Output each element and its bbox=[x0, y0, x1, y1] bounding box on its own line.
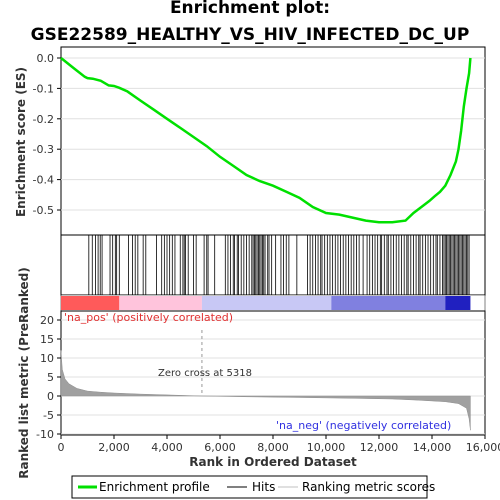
metric-x-ticks: 0 2,000 4,000 6,000 8,000 10,000 12,000 14,000 1… bbox=[58, 435, 500, 454]
x-tick-label: 14,000 bbox=[413, 441, 452, 454]
es-tick-label: -0.2 bbox=[33, 113, 54, 126]
legend-profile-label: Enrichment profile bbox=[99, 480, 210, 494]
rank-color-bar bbox=[60, 294, 486, 312]
hits-panel bbox=[60, 234, 486, 296]
es-gridlines bbox=[61, 57, 485, 211]
pos-correlated-label: 'na_pos' (positively correlated) bbox=[64, 311, 233, 324]
metric-y-ticks: 20 15 10 5 0 -5 -10 bbox=[36, 314, 61, 441]
x-tick-label: 4,000 bbox=[151, 441, 183, 454]
color-bar-segment bbox=[331, 296, 446, 310]
color-bar-segment bbox=[445, 296, 471, 310]
metric-tick-label: -5 bbox=[43, 409, 54, 422]
x-tick-label: 12,000 bbox=[360, 441, 399, 454]
metric-tick-label: 20 bbox=[40, 314, 54, 327]
title-line-2: GSE22589_HEALTHY_VS_HIV_INFECTED_DC_UP bbox=[31, 25, 470, 45]
es-y-ticks: 0.0 -0.1 -0.2 -0.3 -0.4 -0.5 bbox=[33, 52, 61, 217]
es-tick-label: -0.4 bbox=[33, 174, 54, 187]
x-tick-label: 8,000 bbox=[257, 441, 289, 454]
es-tick-label: -0.3 bbox=[33, 143, 54, 156]
metric-tick-label: 15 bbox=[40, 333, 54, 346]
metric-y-axis-label: Ranked list metric (PreRanked) bbox=[17, 267, 31, 479]
x-tick-label: 10,000 bbox=[307, 441, 346, 454]
es-plot-frame bbox=[60, 46, 486, 236]
x-tick-label: 16,000 bbox=[466, 441, 500, 454]
color-bar-segment bbox=[201, 296, 332, 310]
legend-metric-label: Ranking metric scores bbox=[302, 480, 435, 494]
x-tick-label: 6,000 bbox=[204, 441, 236, 454]
es-y-axis-label: Enrichment score (ES) bbox=[14, 67, 28, 217]
zero-cross-label: Zero cross at 5318 bbox=[158, 368, 252, 379]
legend-frame bbox=[71, 475, 428, 499]
hit-marks bbox=[88, 235, 470, 295]
x-tick-label: 2,000 bbox=[98, 441, 130, 454]
es-tick-label: -0.1 bbox=[33, 82, 54, 95]
ranking-metric-area bbox=[60, 350, 471, 431]
metric-panel: 20 15 10 5 0 -5 -10 0 2,000 4,000 6,000 8,000 10,00… bbox=[17, 267, 500, 479]
es-panel: 0.0 -0.1 -0.2 -0.3 -0.4 -0.5 Enrichment score… bbox=[14, 46, 486, 236]
legend-hits-label: Hits bbox=[252, 480, 275, 494]
x-axis-label: Rank in Ordered Dataset bbox=[189, 455, 357, 469]
metric-tick-label: 0 bbox=[47, 390, 54, 403]
hits-frame bbox=[60, 234, 486, 296]
enrichment-profile-line bbox=[60, 57, 472, 224]
x-tick-label: 0 bbox=[58, 441, 65, 454]
metric-tick-label: -10 bbox=[36, 428, 54, 441]
color-bar-segment bbox=[119, 296, 202, 310]
metric-tick-label: 10 bbox=[40, 352, 54, 365]
es-tick-label: -0.5 bbox=[33, 204, 54, 217]
legend: Enrichment profile Hits Ranking metric s… bbox=[71, 475, 435, 499]
metric-tick-label: 5 bbox=[47, 371, 54, 384]
chart-title: Enrichment plot: bbox=[170, 0, 330, 18]
es-tick-label: 0.0 bbox=[37, 52, 55, 65]
metric-plot-frame bbox=[60, 310, 486, 436]
color-bar-segments bbox=[61, 296, 471, 310]
neg-correlated-label: 'na_neg' (negatively correlated) bbox=[276, 419, 451, 432]
color-bar-segment bbox=[61, 296, 120, 310]
